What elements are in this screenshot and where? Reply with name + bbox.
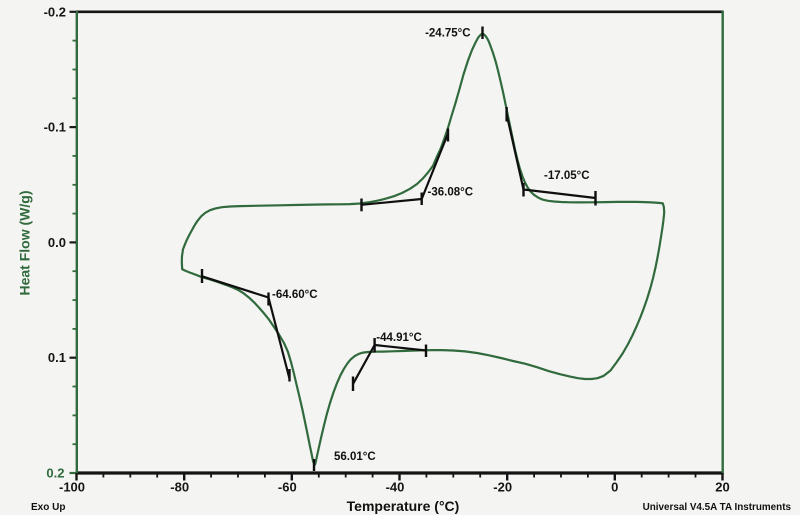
svg-text:-0.2: -0.2 — [44, 4, 66, 19]
svg-text:0: 0 — [611, 480, 618, 495]
svg-text:-44.91°C: -44.91°C — [376, 332, 422, 344]
svg-text:20: 20 — [715, 480, 729, 495]
svg-text:-100: -100 — [59, 480, 85, 495]
svg-text:-60: -60 — [278, 480, 297, 495]
svg-text:-40: -40 — [386, 480, 405, 495]
svg-text:0.2: 0.2 — [46, 466, 64, 481]
svg-text:Universal V4.5A TA Instruments: Universal V4.5A TA Instruments — [643, 502, 792, 513]
svg-text:Heat Flow (W/g): Heat Flow (W/g) — [17, 191, 33, 296]
svg-text:0.0: 0.0 — [48, 235, 66, 250]
svg-text:-36.08°C: -36.08°C — [428, 187, 474, 199]
svg-text:-80: -80 — [170, 480, 189, 495]
svg-text:Exo Up: Exo Up — [31, 502, 65, 513]
svg-text:-24.75°C: -24.75°C — [425, 28, 471, 40]
svg-text:-0.1: -0.1 — [44, 120, 66, 135]
svg-text:56.01°C: 56.01°C — [334, 451, 376, 463]
svg-text:-17.05°C: -17.05°C — [544, 170, 590, 182]
svg-text:-64.60°C: -64.60°C — [272, 289, 318, 301]
svg-text:0.1: 0.1 — [48, 350, 66, 365]
svg-text:Temperature (°C): Temperature (°C) — [347, 498, 460, 514]
svg-text:-20: -20 — [493, 480, 512, 495]
